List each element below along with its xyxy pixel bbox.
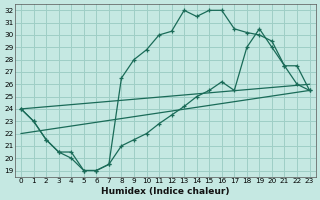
X-axis label: Humidex (Indice chaleur): Humidex (Indice chaleur) — [101, 187, 229, 196]
